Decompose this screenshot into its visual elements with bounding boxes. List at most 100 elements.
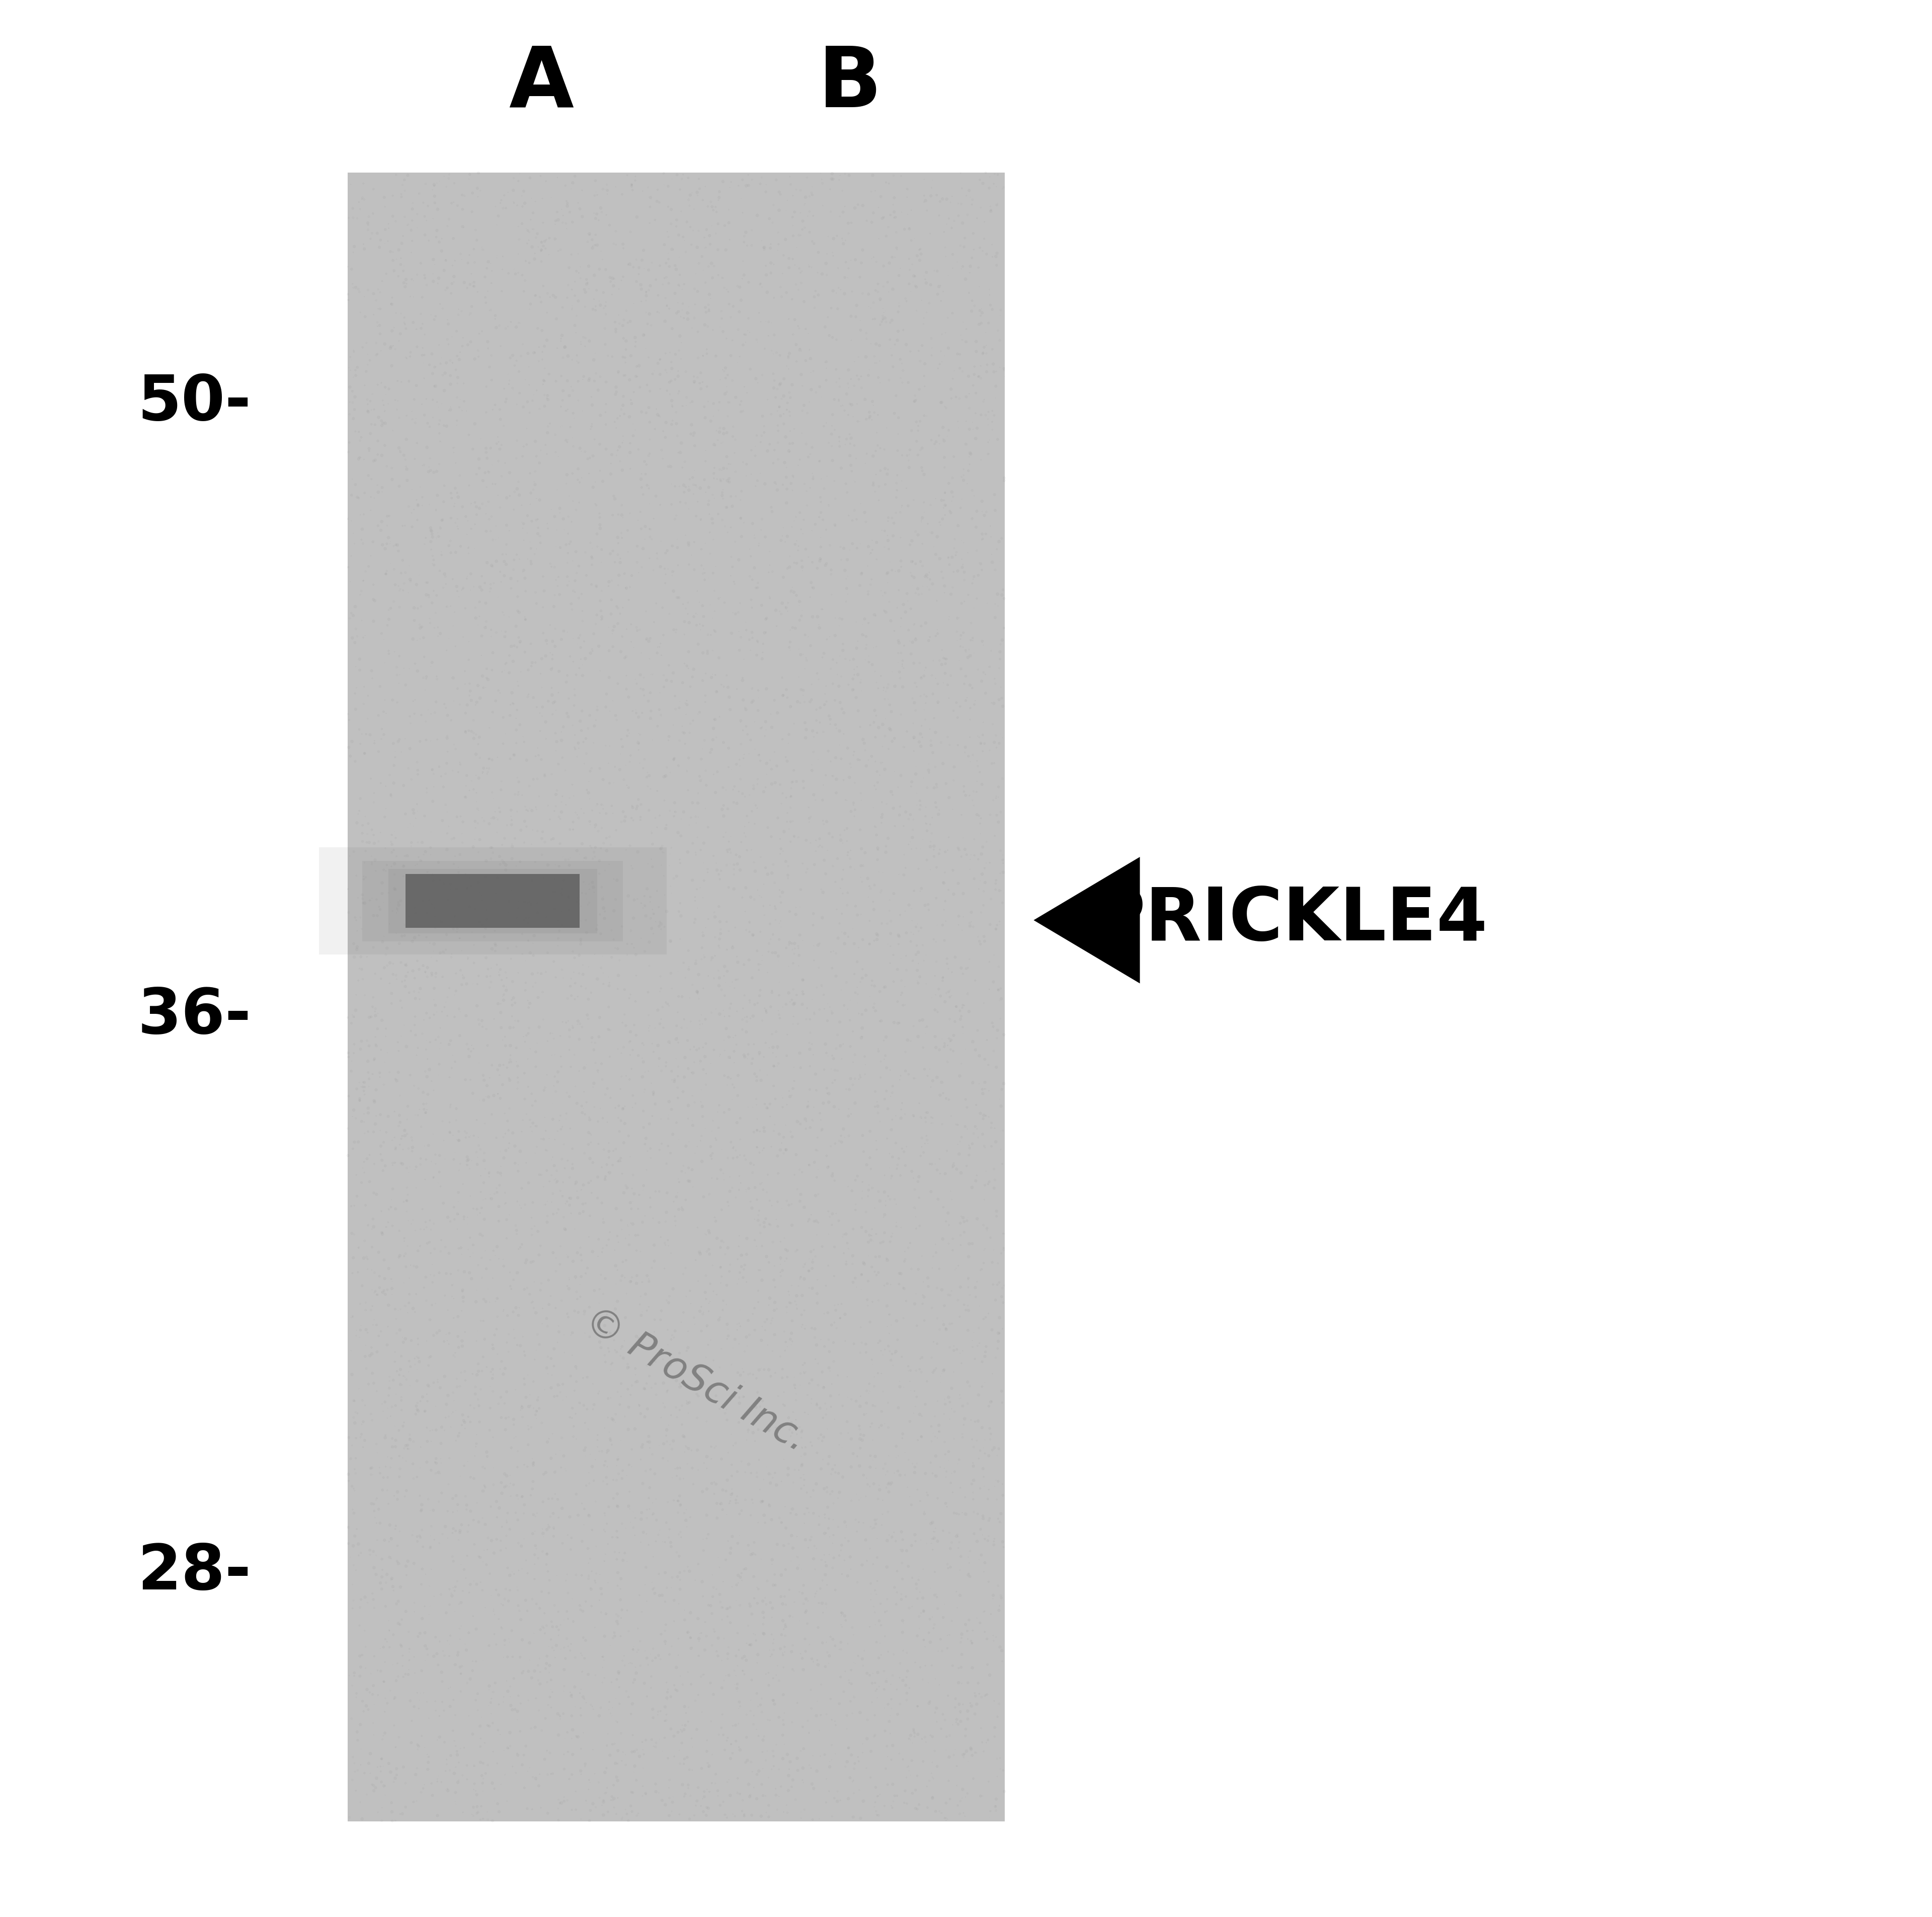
Point (477, 1708, 508, 1739)
Point (686, 834, 717, 865)
Point (794, 1150, 825, 1181)
Point (659, 801, 690, 832)
Point (456, 268, 487, 299)
Point (726, 286, 757, 316)
Point (985, 1238, 1016, 1269)
Point (361, 1764, 392, 1794)
Point (437, 349, 468, 380)
Point (705, 1490, 736, 1520)
Point (636, 843, 667, 874)
Point (595, 696, 626, 727)
Point (692, 334, 723, 364)
Point (562, 728, 593, 759)
Point (404, 1095, 435, 1125)
Point (554, 481, 585, 512)
Point (547, 1384, 578, 1415)
Point (541, 1164, 572, 1194)
Point (877, 339, 908, 370)
Point (887, 1583, 918, 1614)
Point (912, 571, 943, 602)
Point (746, 1066, 777, 1097)
Point (850, 1463, 881, 1493)
Point (964, 548, 995, 579)
Point (396, 707, 427, 738)
Point (792, 1532, 823, 1562)
Point (889, 654, 920, 684)
Point (381, 1511, 412, 1541)
Point (481, 240, 512, 270)
Point (514, 1167, 545, 1198)
Point (514, 1380, 545, 1411)
Point (566, 330, 597, 360)
Point (777, 427, 808, 458)
Point (390, 1476, 421, 1507)
Point (680, 1309, 711, 1340)
Point (697, 464, 728, 495)
Point (674, 1622, 705, 1652)
Point (504, 309, 535, 339)
Point (850, 1524, 881, 1555)
Point (800, 1313, 831, 1344)
Point (978, 1580, 1009, 1610)
Point (448, 1733, 479, 1764)
Point (373, 1208, 404, 1238)
Point (792, 1493, 823, 1524)
Point (881, 380, 912, 410)
Point (547, 291, 578, 322)
Point (777, 1079, 808, 1110)
Point (896, 276, 927, 307)
Point (837, 389, 867, 420)
Point (667, 1769, 697, 1800)
Point (856, 1252, 887, 1282)
Point (508, 330, 539, 360)
Point (831, 826, 862, 857)
Point (711, 418, 742, 449)
Point (860, 1720, 891, 1750)
Point (862, 924, 893, 955)
Point (672, 184, 703, 215)
Point (466, 1177, 497, 1208)
Point (479, 301, 510, 332)
Point (705, 454, 736, 485)
Point (889, 1438, 920, 1468)
Point (954, 257, 985, 288)
Point (489, 1143, 520, 1173)
Point (895, 1720, 925, 1750)
Point (750, 705, 781, 736)
Point (394, 1616, 425, 1647)
Point (336, 598, 367, 629)
Point (927, 642, 958, 673)
Point (825, 1536, 856, 1566)
Point (927, 1698, 958, 1729)
Point (529, 1599, 560, 1629)
Point (417, 339, 448, 370)
Point (402, 796, 433, 826)
Point (504, 1716, 535, 1746)
Point (703, 962, 734, 993)
Point (383, 1035, 413, 1066)
Point (736, 617, 767, 648)
Point (408, 886, 439, 916)
Point (377, 851, 408, 882)
Point (916, 1411, 947, 1442)
Point (767, 1704, 798, 1735)
Point (682, 1131, 713, 1162)
Point (471, 1081, 502, 1112)
Point (883, 575, 914, 606)
Point (891, 1037, 922, 1068)
Point (740, 1539, 771, 1570)
Point (711, 466, 742, 497)
Point (381, 822, 412, 853)
Point (578, 1072, 609, 1102)
Point (466, 174, 497, 205)
Point (769, 1698, 800, 1729)
Point (578, 1735, 609, 1766)
Point (630, 889, 661, 920)
Point (748, 232, 779, 263)
Point (769, 1637, 800, 1668)
Point (454, 675, 485, 705)
Point (462, 786, 493, 817)
Point (500, 1758, 531, 1789)
Point (877, 727, 908, 757)
Point (788, 1252, 819, 1282)
